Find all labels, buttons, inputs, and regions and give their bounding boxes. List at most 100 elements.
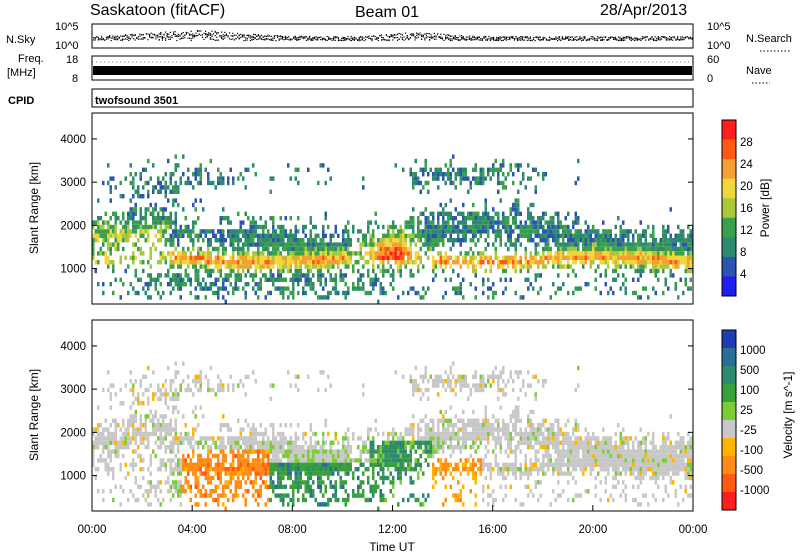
power-cell (387, 251, 390, 256)
velocity-cell (234, 440, 237, 445)
power-cell (169, 282, 172, 287)
power-cell (669, 251, 672, 256)
power-cell (149, 264, 152, 269)
velocity-cell (167, 458, 170, 463)
velocity-cell (267, 440, 270, 445)
velocity-cell (107, 471, 110, 476)
power-cell (632, 255, 635, 260)
nave-top-tick: 60 (707, 54, 719, 66)
power-cell (482, 211, 485, 216)
nsky-dot (368, 35, 370, 37)
power-cell (277, 268, 280, 274)
power-cell (689, 260, 692, 265)
power-cell (552, 264, 555, 269)
velocity-cell (107, 427, 110, 432)
velocity-cell (102, 436, 105, 441)
power-cell (329, 290, 332, 296)
velocity-cell (257, 462, 260, 467)
power-cell (302, 246, 305, 252)
power-cell (574, 229, 577, 234)
nsky-dot (254, 34, 256, 36)
nsky-label: N.Sky (6, 34, 36, 46)
power-cell (502, 255, 505, 260)
velocity-cell (274, 453, 277, 459)
velocity-cell (192, 445, 195, 450)
power-cell (392, 233, 395, 238)
velocity-cell (309, 489, 312, 494)
power-cell (312, 286, 315, 291)
nsky-dot (358, 40, 360, 42)
power-cell (217, 264, 220, 269)
power-cell (449, 224, 452, 230)
power-cell (339, 242, 342, 247)
velocity-cell (174, 405, 177, 410)
velocity-cell (174, 484, 177, 489)
nsky-dot (363, 37, 365, 39)
power-cell (304, 273, 307, 278)
power-cell (627, 229, 630, 234)
power-cell (462, 295, 465, 300)
power-cell (427, 224, 430, 230)
power-cell (307, 260, 310, 265)
velocity-cell (304, 471, 307, 476)
power-cell (529, 216, 532, 221)
power-cell (394, 255, 397, 260)
nave-bottom-tick: 0 (707, 73, 713, 85)
power-cell (527, 229, 530, 234)
power-cell (537, 260, 540, 265)
velocity-cell (187, 480, 190, 485)
nsky-dot (310, 39, 312, 41)
nsky-dot (325, 39, 327, 41)
nsky-dot (158, 39, 160, 41)
nsky-dot (185, 33, 187, 35)
power-cell (154, 185, 157, 190)
velocity-cell (199, 489, 202, 494)
power-cell (324, 216, 327, 221)
power-cell (322, 264, 325, 269)
power-cell (574, 180, 577, 186)
power-cell (409, 268, 412, 274)
velocity-cell (204, 374, 207, 379)
power-cell (217, 255, 220, 260)
power-cell (427, 255, 430, 260)
power-cell (159, 224, 162, 230)
velocity-cell (294, 436, 297, 441)
velocity-cell (237, 458, 240, 463)
velocity-cell (194, 383, 197, 388)
power-cell (422, 172, 425, 177)
velocity-cell (237, 467, 240, 472)
nsky-dot (520, 36, 522, 38)
power-cell (279, 233, 282, 238)
power-cell (329, 255, 332, 260)
velocity-cell (292, 484, 295, 489)
velocity-cell (144, 445, 147, 450)
power-cell (684, 268, 687, 274)
power-cell (167, 185, 170, 190)
power-cell (372, 260, 375, 265)
power-cell (669, 207, 672, 212)
power-cell (539, 233, 542, 238)
velocity-cell (312, 453, 315, 459)
velocity-cell (264, 431, 267, 437)
velocity-cell (222, 440, 225, 445)
velocity-cell (307, 445, 310, 450)
velocity-cell (137, 392, 140, 397)
nsky-dot (592, 36, 594, 38)
power-cell (142, 286, 145, 291)
power-cell (302, 290, 305, 296)
power-cell (619, 224, 622, 230)
power-cell (662, 246, 665, 252)
power-cell (559, 286, 562, 291)
power-cell (382, 233, 385, 238)
power-cell (444, 220, 447, 225)
velocity-cell (112, 418, 115, 423)
velocity-cell (157, 427, 160, 432)
velocity-cell (169, 383, 172, 388)
power-cell (392, 242, 395, 247)
nsky-dot (633, 37, 635, 39)
velocity-cell (127, 423, 130, 428)
power-cell (539, 273, 542, 278)
power-cell (242, 268, 245, 274)
power-cell (219, 216, 222, 221)
nsearch-label: N.Search (746, 33, 792, 45)
